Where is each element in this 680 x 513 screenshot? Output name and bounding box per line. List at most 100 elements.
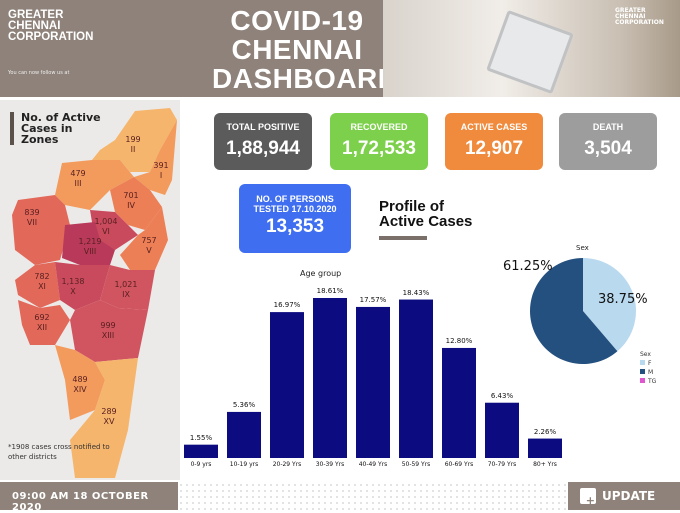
zone-IX[interactable] [100, 265, 155, 310]
bar-value-label: 1.55% [189, 433, 213, 442]
stat-label: ACTIVE CASES [460, 122, 528, 132]
pie-label-F: 38.75% [598, 292, 648, 307]
age-bar [356, 306, 390, 458]
map-title-line: Zones [21, 133, 59, 146]
footer-pattern [178, 482, 568, 510]
zone-XII[interactable] [18, 300, 70, 345]
zone-IV[interactable] [110, 177, 162, 230]
legend-label: M [648, 369, 654, 376]
sex-pie-chart [530, 258, 636, 364]
bar-category-label: 40-49 Yrs [358, 461, 388, 468]
zone-numeral: XI [38, 282, 46, 291]
zone-cases: 782 [34, 272, 50, 281]
zone-numeral: I [159, 171, 163, 180]
bar-category-label: 80+ Yrs [533, 461, 557, 468]
zone-I[interactable] [134, 120, 177, 195]
zone-cases: 701 [123, 191, 139, 200]
zone-label-IX: 1,021 IX [111, 280, 141, 300]
tested-label: NO. OF PERSONS TESTED 17.10.2020 [239, 194, 351, 214]
zone-numeral: XII [36, 323, 48, 332]
zone-label-III: 479 III [63, 169, 93, 189]
photo-logo: GREATER CHENNAI CORPORATION [615, 7, 664, 26]
zone-V[interactable] [120, 207, 168, 270]
bar-category-label: 20-29 Yrs [272, 461, 302, 468]
profile-underline [379, 236, 427, 240]
pie-label-M: 61.25% [503, 259, 553, 274]
bar-value-label: 18.61% [316, 287, 344, 295]
zone-cases: 489 [72, 375, 88, 384]
zone-cases: 757 [141, 236, 157, 245]
stat-card-recovered: RECOVERED 1,72,533 [330, 113, 428, 170]
zone-numeral: IV [127, 201, 135, 210]
age-bar-chart [184, 298, 562, 458]
zone-cases: 999 [100, 321, 116, 330]
zone-VI[interactable] [90, 210, 138, 250]
zone-label-XIV: 489 XIV [65, 375, 95, 395]
pie-legend: Sex F M TG [640, 350, 656, 386]
zone-cases: 1,219 [78, 237, 102, 246]
legend-swatch [640, 378, 645, 383]
zone-numeral: VI [102, 227, 110, 236]
title-line: COVID-19 [230, 5, 364, 36]
zone-label-VI: 1,004 VI [91, 217, 121, 237]
map-title: No. of Active Cases in Zones [10, 112, 101, 145]
bar-category-label: 70-79 Yrs [487, 461, 517, 468]
profile-title-line: Active Cases [379, 213, 473, 230]
zone-numeral: II [130, 145, 136, 154]
profile-title: Profile of Active Cases [379, 199, 472, 229]
legend-item-TG: TG [640, 377, 656, 386]
follow-us-text: You can now follow us at [8, 70, 70, 76]
zone-label-II: 199 II [118, 135, 148, 155]
profile-title-line: Profile of [379, 198, 445, 215]
pie-slice-F [583, 258, 636, 352]
age-bar [528, 438, 562, 458]
bar-value-label: 2.26% [533, 427, 557, 436]
update-label: UPDATE [602, 489, 656, 503]
age-bar [313, 298, 347, 458]
zone-numeral: XIII [101, 331, 115, 340]
zone-XI[interactable] [15, 262, 60, 308]
map-footnote: *1908 cases cross notified to other dist… [8, 443, 110, 461]
zone-VII[interactable] [12, 195, 70, 265]
age-bar [485, 402, 519, 458]
map-title-line: Cases in [21, 122, 73, 135]
sex-chart-title: Sex [576, 244, 589, 252]
title-line: CHENNAI [231, 34, 363, 65]
bar-category-label: 60-69 Yrs [444, 461, 474, 468]
stat-value: 3,504 [584, 138, 632, 159]
zone-label-XV: 289 XV [94, 407, 124, 427]
zone-III[interactable] [55, 160, 134, 210]
zone-numeral: III [74, 179, 82, 188]
bar-category-label: 50-59 Yrs [401, 461, 431, 468]
zone-XIV[interactable] [55, 345, 105, 420]
org-line: GREATER [8, 9, 64, 21]
zone-label-XII: 692 XII [27, 313, 57, 333]
zone-numeral: V [146, 246, 152, 255]
zone-cases: 1,138 [61, 277, 85, 286]
bar-value-label: 17.57% [359, 295, 387, 304]
zone-cases: 1,004 [94, 217, 118, 226]
dashboard-title: COVID-19 CHENNAI DASHBOARD [212, 5, 398, 93]
zone-cases: 692 [34, 313, 50, 322]
zone-numeral: VII [26, 218, 38, 227]
zone-label-X: 1,138 X [58, 277, 88, 297]
zone-numeral: X [70, 287, 76, 296]
zone-label-XI: 782 XI [27, 272, 57, 292]
update-button[interactable]: UPDATE [568, 482, 680, 510]
stat-value: 1,72,533 [342, 138, 416, 159]
zone-VIII[interactable] [62, 222, 115, 265]
stat-label: TOTAL POSITIVE [226, 122, 300, 132]
bar-value-label: 18.43% [402, 288, 430, 297]
bar-category-label: 0-9 yrs [190, 461, 212, 468]
zone-XV[interactable] [70, 358, 138, 478]
zone-map [12, 108, 177, 478]
zone-XIII[interactable] [70, 300, 148, 362]
zone-numeral: XIV [73, 385, 87, 394]
org-line: CHENNAI [8, 20, 61, 32]
bar-value-label: 6.43% [490, 391, 514, 400]
zone-II[interactable] [92, 108, 177, 172]
zone-numeral: XV [103, 417, 115, 426]
zone-cases: 479 [70, 169, 86, 178]
zone-cases: 199 [125, 135, 141, 144]
zone-X[interactable] [55, 262, 110, 310]
